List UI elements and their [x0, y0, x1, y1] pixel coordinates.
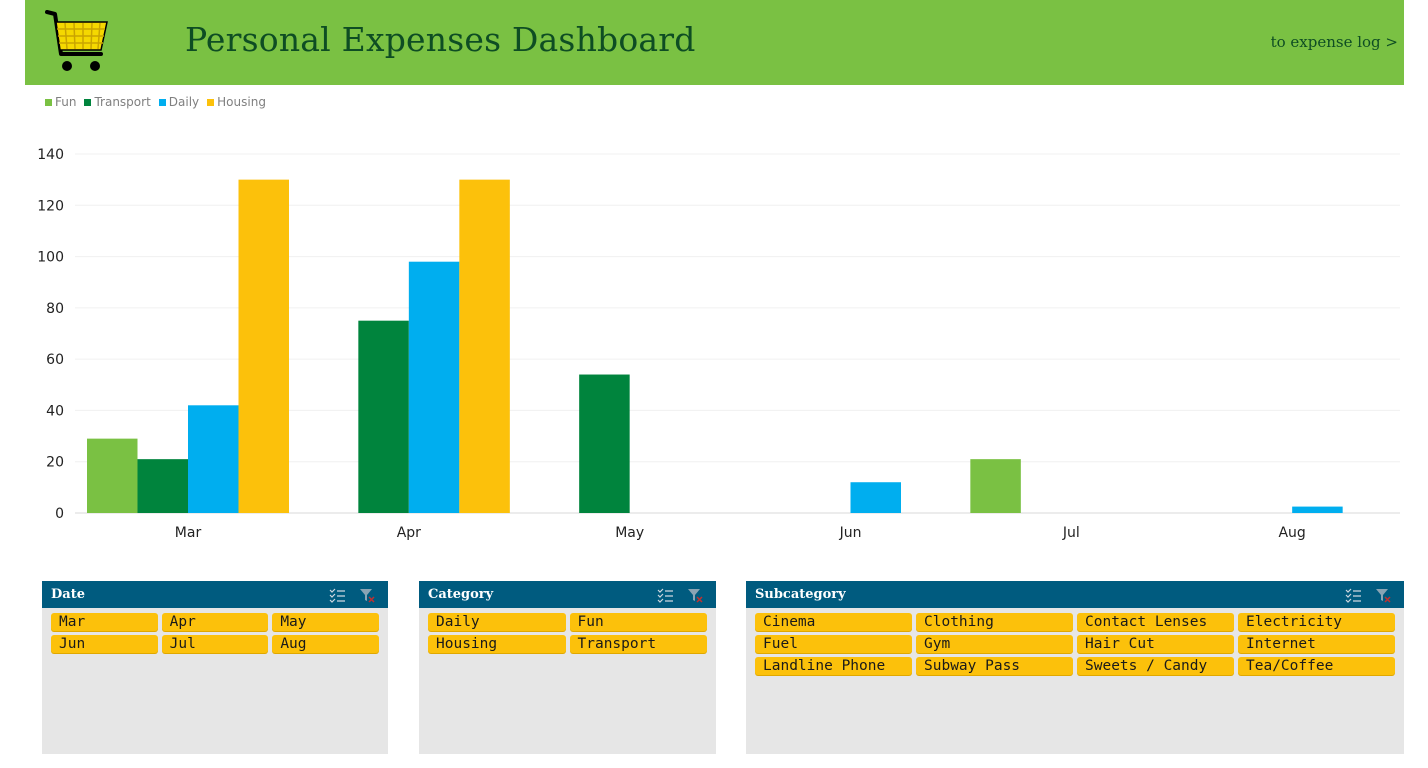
bar-transport	[137, 459, 188, 513]
category-option[interactable]: Housing	[428, 635, 566, 653]
dashboard-header: Personal Expenses Dashboard to expense l…	[25, 0, 1404, 85]
legend-swatch	[84, 98, 92, 106]
subcategory-option[interactable]: Hair Cut	[1077, 635, 1234, 653]
slicer-title: Date	[51, 587, 85, 602]
shopping-cart-icon	[45, 10, 108, 71]
subcategory-option[interactable]: Gym	[916, 635, 1073, 653]
subcategory-option[interactable]: Sweets / Candy	[1077, 657, 1234, 675]
bar-daily	[850, 482, 901, 513]
clear-filter-icon[interactable]	[358, 586, 376, 604]
legend-swatch	[45, 98, 52, 106]
slicer-header: Date	[42, 581, 388, 608]
multi-select-icon[interactable]	[328, 586, 346, 604]
y-tick-label: 60	[46, 352, 64, 368]
clear-filter-icon[interactable]	[1374, 586, 1392, 604]
bar-housing	[238, 179, 289, 513]
slicer-header: Subcategory	[746, 581, 1404, 608]
subcategory-option[interactable]: Subway Pass	[916, 657, 1073, 675]
date-option[interactable]: Jul	[161, 635, 269, 653]
x-tick-label: Aug	[1278, 525, 1305, 541]
subcategory-option[interactable]: Internet	[1238, 635, 1395, 653]
category-option[interactable]: Daily	[428, 613, 566, 631]
subcategory-option[interactable]: Cinema	[755, 613, 912, 631]
subcategory-slicer: Subcategory Cinema Clothing Contact Lenses…	[746, 581, 1404, 754]
bar-transport	[579, 374, 630, 513]
chart-legend: Fun Transport Daily Housing	[45, 95, 274, 109]
bar-transport	[358, 320, 409, 513]
x-tick-label: Mar	[175, 525, 202, 541]
slicer-title: Category	[428, 587, 494, 602]
date-options: Mar Apr May Jun Jul Aug	[42, 608, 388, 658]
x-tick-label: Jun	[839, 525, 862, 541]
y-tick-label: 140	[37, 147, 64, 163]
bar-fun	[970, 459, 1021, 513]
legend-label: Transport	[94, 95, 151, 109]
bar-daily	[188, 405, 239, 513]
subcategory-option[interactable]: Landline Phone	[755, 657, 912, 675]
date-slicer: Date Mar Apr May Jun Jul Aug	[42, 581, 388, 754]
clear-filter-icon[interactable]	[686, 586, 704, 604]
date-option[interactable]: May	[272, 613, 379, 631]
bar-daily	[408, 261, 460, 513]
legend-swatch	[207, 98, 215, 106]
category-slicer: Category Daily Fun Housing Transport	[419, 581, 716, 754]
bar-fun	[87, 438, 138, 513]
legend-item: Transport	[84, 95, 151, 109]
y-tick-label: 100	[37, 250, 64, 266]
legend-label: Fun	[55, 95, 77, 109]
page-title: Personal Expenses Dashboard	[185, 20, 696, 59]
y-tick-label: 80	[46, 301, 64, 317]
date-option[interactable]: Jun	[51, 635, 158, 653]
subcategory-options: Cinema Clothing Contact Lenses Electricity F…	[746, 608, 1404, 680]
slicer-title: Subcategory	[755, 587, 846, 602]
slicer-header: Category	[419, 581, 716, 608]
bar-housing	[459, 179, 510, 513]
expense-log-link[interactable]: to expense log >	[1270, 33, 1398, 51]
legend-swatch	[158, 98, 166, 106]
multi-select-icon[interactable]	[1344, 586, 1362, 604]
category-options: Daily Fun Housing Transport	[419, 608, 716, 658]
legend-item: Housing	[207, 95, 266, 109]
date-option[interactable]: Aug	[272, 635, 379, 653]
y-tick-label: 20	[46, 455, 64, 471]
date-option[interactable]: Mar	[51, 613, 158, 631]
subcategory-option[interactable]: Tea/Coffee	[1238, 657, 1395, 675]
date-option[interactable]: Apr	[161, 613, 269, 631]
subcategory-option[interactable]: Fuel	[755, 635, 912, 653]
category-option[interactable]: Fun	[569, 613, 707, 631]
subcategory-option[interactable]: Electricity	[1238, 613, 1395, 631]
expenses-bar-chart: 0 20 40 60 80 100 120 140 Mar Apr May Jun Jul Aug	[37, 147, 1400, 541]
multi-select-icon[interactable]	[656, 586, 674, 604]
y-tick-label: 40	[46, 403, 64, 419]
x-tick-label: Apr	[397, 525, 421, 541]
subcategory-option[interactable]: Contact Lenses	[1077, 613, 1234, 631]
legend-label: Housing	[217, 95, 266, 109]
legend-label: Daily	[168, 95, 200, 109]
y-tick-label: 120	[37, 198, 64, 214]
bar-daily	[1292, 506, 1343, 513]
legend-item: Daily	[158, 95, 200, 109]
category-option[interactable]: Transport	[569, 635, 707, 653]
y-tick-label: 0	[55, 506, 64, 522]
subcategory-option[interactable]: Clothing	[916, 613, 1073, 631]
legend-item: Fun	[45, 95, 76, 109]
x-tick-label: Jul	[1062, 525, 1080, 541]
x-tick-label: May	[615, 525, 644, 541]
